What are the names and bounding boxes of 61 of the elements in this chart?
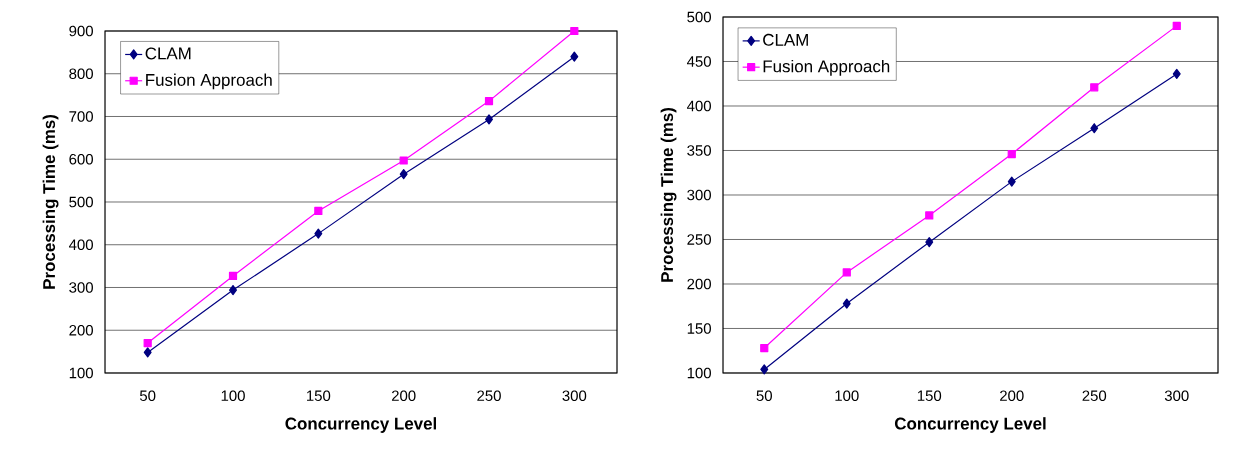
x-tick-label: 50 xyxy=(756,390,772,401)
point xyxy=(228,271,238,281)
point xyxy=(1090,83,1099,92)
point xyxy=(1172,68,1181,80)
y-tick-label: 600 xyxy=(69,153,93,165)
y-tick-label: 200 xyxy=(69,324,93,336)
x-tick-label: 50 xyxy=(139,390,156,401)
point xyxy=(314,206,323,216)
y-tick-label: 350 xyxy=(687,145,711,156)
point xyxy=(143,347,152,358)
y-tick-label: 500 xyxy=(687,11,711,23)
y-tick-label: 100 xyxy=(687,367,711,379)
point xyxy=(399,169,408,180)
x-tick-label: 300 xyxy=(562,390,587,401)
legend-label: CLAM xyxy=(763,33,808,46)
point xyxy=(570,26,579,36)
x-axis-title: Concurrency Level xyxy=(894,417,1046,433)
x-tick-label: 150 xyxy=(917,390,942,401)
point xyxy=(484,97,494,106)
x-tick-label: 200 xyxy=(1000,390,1024,401)
point xyxy=(842,298,851,309)
point xyxy=(842,268,851,277)
point xyxy=(143,338,152,348)
point xyxy=(314,228,323,239)
x-tick-label: 200 xyxy=(391,390,416,401)
point xyxy=(1090,123,1099,134)
point xyxy=(570,51,579,62)
y-tick-label: 700 xyxy=(69,111,93,122)
x-tick-label: 150 xyxy=(307,390,331,401)
y-tick-label: 900 xyxy=(69,25,93,37)
point xyxy=(925,237,934,248)
x-tick-label: 250 xyxy=(1082,390,1107,401)
y-tick-label: 300 xyxy=(69,282,93,293)
y-tick-label: 300 xyxy=(687,189,711,201)
y-tick-label: 150 xyxy=(687,323,711,334)
y-tick-label: 500 xyxy=(69,196,93,208)
point xyxy=(925,211,934,220)
y-tick-label: 450 xyxy=(686,56,711,67)
y-axis-title: Processing Time (ms) xyxy=(660,108,677,282)
x-tick-label: 100 xyxy=(221,390,245,401)
y-tick-label: 400 xyxy=(686,100,711,112)
point xyxy=(760,343,769,353)
point xyxy=(1007,149,1016,159)
y-tick-label: 100 xyxy=(69,367,93,379)
y-axis-title: Processing Time (ms) xyxy=(42,115,59,289)
y-tick-label: 200 xyxy=(687,278,711,290)
point xyxy=(1007,176,1016,187)
y-tick-label: 800 xyxy=(69,68,93,80)
y-tick-label: 400 xyxy=(68,239,93,251)
point xyxy=(485,114,493,125)
legend-label: CLAM xyxy=(145,47,191,60)
point xyxy=(399,156,408,165)
x-tick-label: 250 xyxy=(477,390,501,401)
y-tick-label: 250 xyxy=(687,234,711,245)
legend-label: Fusion Approach xyxy=(763,59,890,76)
point xyxy=(1172,21,1181,30)
x-tick-label: 100 xyxy=(835,390,859,401)
legend-label: Fusion Approach xyxy=(146,73,272,90)
x-tick-label: 300 xyxy=(1164,390,1189,401)
point xyxy=(760,364,769,375)
x-axis-title: Concurrency Level xyxy=(285,417,437,433)
